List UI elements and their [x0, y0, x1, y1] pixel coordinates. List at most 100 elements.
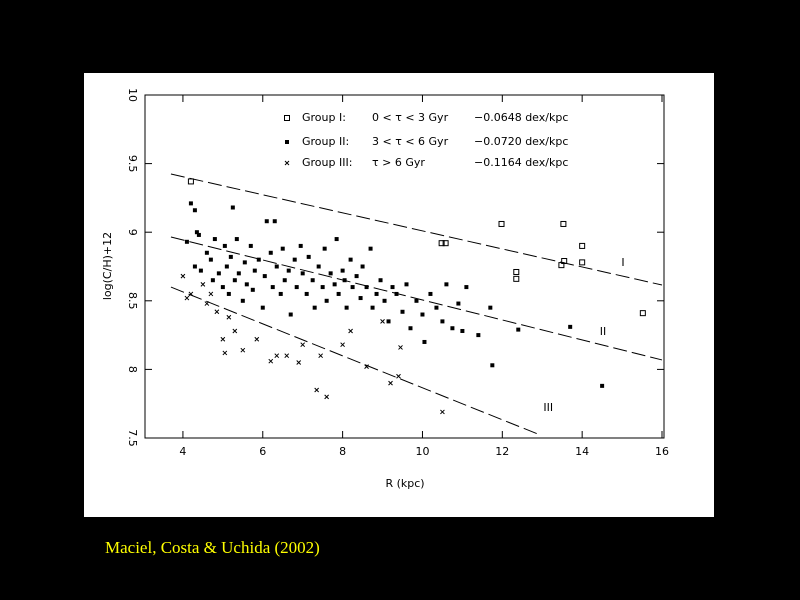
- point: [236, 271, 241, 276]
- point: [292, 257, 297, 262]
- point: [232, 278, 237, 283]
- point: [306, 254, 311, 259]
- point: [188, 201, 193, 206]
- x-tick-label: 14: [575, 445, 589, 458]
- point: [230, 205, 235, 210]
- point: [498, 220, 505, 227]
- point: [394, 291, 399, 296]
- point: [400, 309, 405, 314]
- legend-marker: [284, 160, 290, 166]
- point: [180, 273, 186, 279]
- fit-line: [170, 286, 539, 435]
- legend-name: Group III:: [302, 156, 352, 169]
- point: [380, 319, 385, 324]
- point: [516, 327, 521, 332]
- point: [322, 246, 327, 251]
- point: [280, 246, 285, 251]
- point: [312, 305, 317, 310]
- point: [490, 363, 495, 368]
- point: [262, 274, 267, 279]
- point: [196, 232, 201, 237]
- point: [286, 268, 291, 273]
- point: [282, 278, 287, 283]
- point: [460, 328, 465, 333]
- point: [414, 298, 419, 303]
- point: [364, 285, 369, 290]
- point: [639, 310, 646, 317]
- point: [440, 319, 445, 324]
- point: [440, 409, 445, 415]
- legend-age: 0 < τ < 3 Gyr: [372, 111, 449, 124]
- point: [252, 268, 257, 273]
- point: [204, 301, 210, 306]
- point: [310, 278, 315, 283]
- point: [456, 301, 461, 306]
- point: [270, 285, 275, 290]
- point: [364, 364, 369, 370]
- legend-marker: [285, 140, 289, 144]
- legend-slope: −0.0648 dex/kpc: [474, 111, 568, 124]
- point: [334, 237, 339, 242]
- fit-line: [170, 236, 663, 361]
- point: [304, 291, 309, 296]
- point: [264, 219, 269, 224]
- point: [248, 243, 253, 248]
- point: [254, 336, 260, 342]
- point: [200, 281, 206, 287]
- point: [240, 347, 246, 353]
- point: [579, 242, 586, 249]
- point: [396, 373, 401, 379]
- y-tick-label: 10: [126, 88, 139, 102]
- point: [222, 243, 227, 248]
- x-tick-label: 6: [259, 445, 266, 458]
- point: [294, 285, 299, 290]
- y-tick-label: 9: [126, 229, 139, 236]
- point: [336, 291, 341, 296]
- point: [324, 394, 330, 400]
- legend-age: 3 < τ < 6 Gyr: [372, 135, 449, 148]
- point: [256, 257, 261, 262]
- point: [210, 278, 215, 283]
- point: [298, 243, 303, 248]
- point: [220, 336, 226, 342]
- point: [208, 291, 214, 297]
- x-axis-label: R (kpc): [385, 477, 424, 490]
- point: [488, 305, 493, 310]
- point: [370, 305, 375, 310]
- point: [278, 291, 283, 296]
- point: [316, 264, 321, 269]
- point: [464, 285, 469, 290]
- point: [390, 285, 395, 290]
- point: [328, 271, 333, 276]
- point: [420, 312, 425, 317]
- x-tick-label: 4: [179, 445, 186, 458]
- point: [382, 298, 387, 303]
- legend-slope: −0.0720 dex/kpc: [474, 135, 568, 148]
- point: [228, 254, 233, 259]
- point: [404, 282, 409, 287]
- point: [579, 259, 586, 266]
- point: [212, 237, 217, 242]
- point: [188, 291, 194, 297]
- point: [274, 353, 280, 359]
- point: [476, 333, 481, 338]
- y-tick-label: 8: [126, 366, 139, 373]
- point: [340, 342, 345, 348]
- fit-line: [170, 173, 663, 286]
- x-tick-label: 12: [495, 445, 509, 458]
- point: [192, 264, 197, 269]
- point: [568, 324, 573, 329]
- point: [408, 326, 413, 331]
- x-tick-label: 16: [655, 445, 669, 458]
- point: [600, 383, 605, 388]
- point: [348, 328, 353, 334]
- legend-name: Group II:: [302, 135, 349, 148]
- fit-label: I: [621, 256, 624, 269]
- point: [242, 260, 247, 265]
- point: [513, 275, 520, 282]
- point: [192, 208, 197, 213]
- point: [226, 314, 232, 320]
- point: [250, 287, 255, 292]
- point: [398, 345, 403, 350]
- point: [354, 274, 359, 279]
